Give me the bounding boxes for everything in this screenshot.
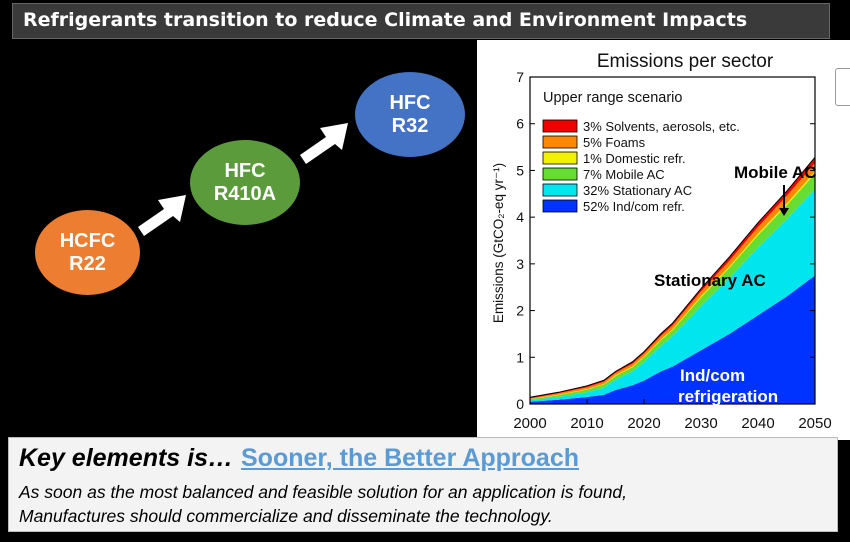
y-tick-label: 5 (516, 162, 524, 178)
y-tick-label: 1 (516, 349, 524, 365)
legend-swatch (542, 199, 578, 213)
annotation-stationary-ac: Stationary AC (654, 271, 766, 290)
annotation-indcom-line1: Ind/com (680, 366, 745, 385)
legend-label: 52% Ind/com refr. (583, 199, 685, 214)
key-text-line1: As soon as the most balanced and feasibl… (19, 482, 628, 502)
bubble-line2: R32 (391, 114, 429, 137)
hfc-r32-bubble: HFC R32 (355, 72, 465, 157)
key-heading: Key elements is… Sooner, the Better Appro… (19, 444, 579, 473)
transition-arrow-icon (138, 195, 186, 236)
key-heading-text: Key elements is… (19, 444, 233, 472)
area-series-1 (530, 189, 815, 402)
chart-subtitle: Upper range scenario (543, 90, 682, 106)
bubble-line2: R410A (213, 182, 277, 205)
x-tick-label: 2020 (627, 415, 660, 432)
key-elements-box: Key elements is… Sooner, the Better Appro… (8, 437, 838, 532)
legend-label: 32% Stationary AC (583, 183, 692, 198)
x-tick-label: 2030 (684, 415, 717, 432)
y-tick-label: 6 (516, 116, 524, 132)
area-series-0 (530, 275, 815, 404)
legend-swatch (542, 135, 578, 149)
x-tick-label: 2040 (741, 415, 774, 432)
legend-label: 3% Solvents, aerosols, etc. (583, 119, 740, 134)
hcfc-r22-bubble: HCFC R22 (35, 210, 140, 295)
bubble-line1: HFC (224, 159, 266, 182)
x-tick-label: 2050 (798, 415, 831, 432)
bubble-line2: R22 (69, 252, 106, 275)
x-tick-label: 2000 (513, 415, 546, 432)
transition-arrow-icon (300, 123, 348, 164)
sooner-better-link[interactable]: Sooner, the Better Approach (241, 444, 580, 472)
x-tick-label: 2010 (570, 415, 603, 432)
y-tick-label: 4 (516, 209, 524, 225)
legend-label: 5% Foams (583, 135, 646, 150)
legend-swatch (542, 167, 578, 181)
slide-title: Refrigerants transition to reduce Climat… (23, 9, 748, 31)
bubble-line1: HCFC (59, 229, 116, 252)
slide-title-bar: Refrigerants transition to reduce Climat… (12, 3, 830, 39)
legend-swatch (542, 119, 578, 133)
y-tick-label: 7 (516, 69, 524, 85)
emissions-chart: Emissions per sector 0 1 2 3 4 5 6 7 2000 2010 202… (477, 40, 850, 440)
y-tick-label: 3 (516, 256, 524, 272)
total-outline (529, 156, 816, 398)
chart-title: Emissions per sector (597, 51, 774, 72)
side-tab-fragment (835, 68, 850, 106)
legend-swatch (542, 183, 578, 197)
legend-swatch (542, 151, 578, 165)
legend-label: 7% Mobile AC (583, 167, 665, 182)
plot-frame (529, 76, 816, 405)
y-tick-label: 0 (516, 396, 524, 412)
bubble-line1: HFC (389, 91, 431, 114)
mobile-ac-pointer-icon (779, 185, 789, 216)
hfc-r410a-bubble: HFC R410A (190, 140, 300, 225)
y-tick-label: 2 (516, 303, 524, 319)
legend-label: 1% Domestic refr. (583, 151, 686, 166)
annotation-indcom-line2: refrigeration (678, 387, 778, 406)
y-axis-label: Emissions (GtCO₂-eq yr⁻¹) (491, 163, 506, 323)
annotation-mobile-ac: Mobile AC (734, 163, 816, 182)
key-text-line2: Manufactures should commercialize and di… (19, 506, 553, 526)
